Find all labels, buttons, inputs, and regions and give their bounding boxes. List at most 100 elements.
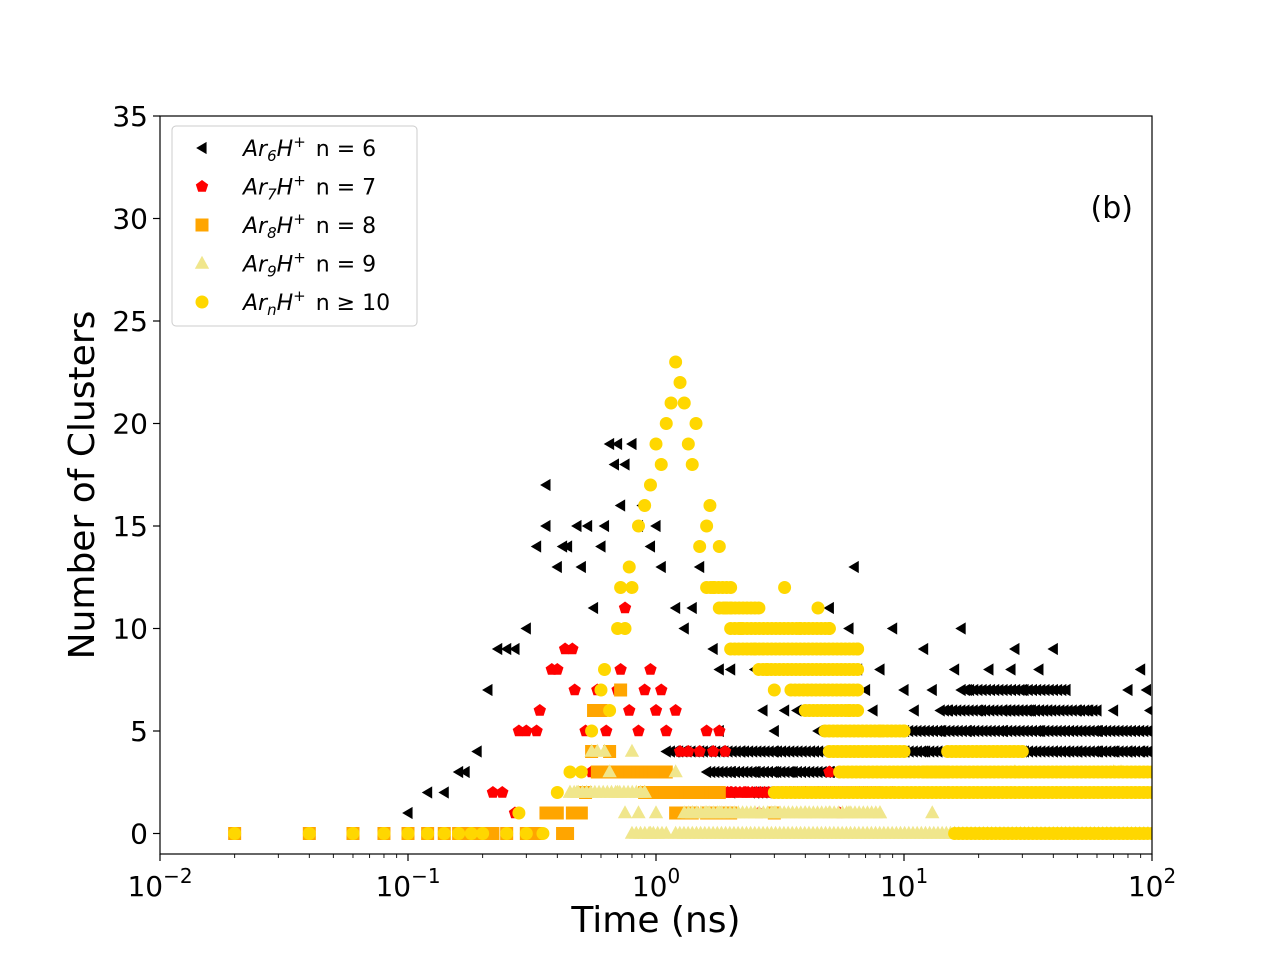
legend-marker [196, 141, 207, 155]
data-point [897, 724, 911, 738]
legend-condition: n ≥ 10 [316, 291, 390, 316]
data-markers [228, 355, 1152, 840]
legend-label: Ar6H+ n = 6 [241, 133, 376, 165]
data-point [476, 827, 490, 840]
legend-condition: n = 6 [316, 137, 376, 162]
data-point [595, 540, 606, 553]
data-point [598, 519, 610, 533]
data-point [482, 683, 493, 697]
data-point [486, 827, 500, 840]
data-point [955, 622, 966, 635]
panel-label: (b) [1091, 191, 1133, 226]
data-point [655, 560, 666, 574]
x-tick-label: 10−1 [375, 864, 440, 903]
data-point [669, 355, 683, 369]
data-point [649, 437, 663, 451]
data-point [664, 396, 678, 410]
data-point [843, 622, 854, 635]
legend-entry: Ar8H+ n = 8 [195, 210, 376, 242]
legend-marker [195, 180, 209, 192]
legend-label: ArnH+ n ≥ 10 [241, 287, 390, 319]
data-point [677, 396, 691, 410]
data-point [659, 825, 674, 839]
data-point [598, 663, 612, 676]
y-tick-label: 5 [130, 715, 148, 748]
data-point [1005, 663, 1016, 676]
data-point [703, 499, 717, 512]
legend-condition: n = 9 [316, 253, 376, 278]
data-point [778, 581, 792, 594]
data-point [346, 827, 360, 840]
data-point [611, 437, 623, 451]
data-point [539, 806, 553, 820]
data-point [659, 417, 673, 430]
data-point [500, 827, 514, 840]
data-point [597, 743, 612, 757]
y-axis-label: Number of Clusters [62, 311, 103, 660]
data-point [603, 437, 615, 451]
data-point [574, 765, 588, 779]
data-point [1122, 683, 1133, 697]
data-point [851, 704, 865, 717]
data-point [926, 683, 937, 697]
data-point [632, 724, 645, 737]
data-point [561, 827, 575, 840]
legend-subscript: 9 [267, 263, 277, 281]
legend-superscript: + [293, 287, 306, 305]
data-point [551, 663, 564, 675]
x-tick-exponent: 2 [1163, 864, 1176, 888]
data-point [623, 704, 636, 716]
data-point [693, 540, 707, 553]
data-point [631, 805, 646, 819]
data-point [1145, 827, 1152, 840]
legend-subscript: 8 [267, 224, 277, 242]
data-point [791, 704, 802, 717]
legend-condition: n = 8 [316, 214, 376, 239]
data-point [608, 458, 620, 471]
data-point [867, 704, 878, 717]
data-point [823, 601, 834, 615]
data-point [655, 683, 668, 696]
data-point [638, 683, 651, 696]
data-point [668, 764, 683, 778]
data-point [619, 458, 630, 471]
data-point [898, 683, 909, 697]
data-point [1015, 745, 1029, 758]
x-tick-base: 10 [375, 870, 411, 903]
legend-superscript: + [293, 210, 306, 228]
data-point [624, 743, 640, 757]
data-point [1143, 705, 1152, 716]
legend-superscript: + [293, 172, 306, 190]
data-point [568, 683, 581, 696]
data-point [617, 805, 633, 819]
data-point [519, 827, 533, 840]
data-point [530, 540, 542, 553]
data-point [678, 622, 689, 635]
legend-entry: Ar7H+ n = 7 [195, 172, 376, 204]
data-point [603, 704, 617, 717]
data-point [823, 765, 836, 778]
data-point [650, 519, 661, 533]
legend-superscript: + [293, 249, 306, 267]
data-point [859, 683, 871, 697]
data-point [563, 765, 577, 779]
data-point [712, 540, 726, 553]
data-point [631, 519, 645, 533]
y-tick-label: 35 [112, 100, 148, 133]
legend-subscript: 7 [267, 186, 277, 204]
data-point [660, 724, 673, 737]
data-point [464, 827, 478, 840]
data-point [686, 601, 697, 615]
x-tick-exponent: −2 [163, 864, 192, 888]
data-point [851, 642, 865, 656]
data-point [496, 786, 509, 798]
data-point [626, 437, 637, 451]
legend-entry: Ar6H+ n = 6 [196, 133, 376, 165]
y-tick-label: 10 [112, 613, 148, 646]
data-point [520, 724, 533, 737]
legend-condition: n = 7 [316, 176, 376, 201]
data-point [851, 663, 865, 676]
data-point [681, 437, 695, 451]
data-point [700, 724, 713, 737]
